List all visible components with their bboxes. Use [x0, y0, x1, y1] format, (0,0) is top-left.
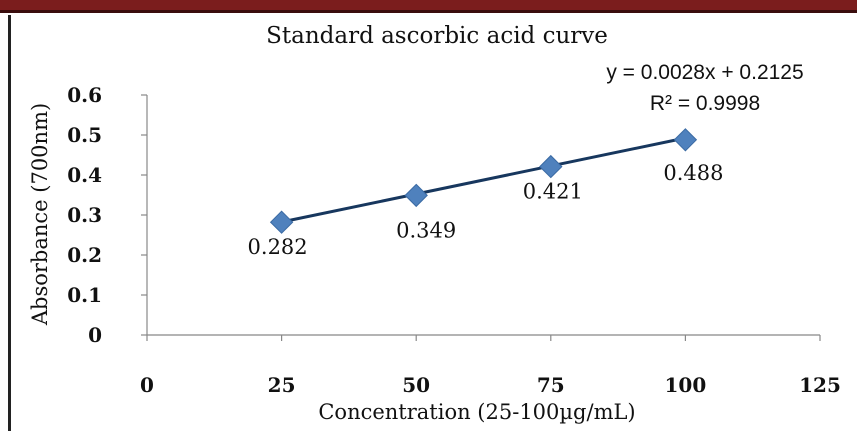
trendline — [281, 136, 686, 224]
data-point-marker — [673, 128, 698, 152]
data-label: 0.421 — [523, 180, 583, 204]
y-tick-label: 0.5 — [67, 123, 102, 147]
x-tick-label: 25 — [268, 373, 296, 397]
chart-title: Standard ascorbic acid curve — [266, 23, 608, 49]
y-tick-label: 0.6 — [67, 83, 102, 107]
top-border-shadow — [0, 10, 857, 13]
x-tick-label: 100 — [665, 373, 707, 397]
data-point-marker — [404, 183, 428, 208]
data-label: 0.488 — [663, 161, 723, 185]
left-border-rule — [8, 15, 11, 431]
data-label: 0.349 — [396, 218, 456, 242]
data-point-marker — [539, 154, 563, 179]
x-tick-label: 75 — [537, 373, 565, 397]
y-tick-label: 0.4 — [67, 163, 102, 187]
y-tick-label: 0 — [88, 323, 102, 347]
trendline-equation: y = 0.0028x + 0.2125 — [606, 61, 803, 84]
x-tick-label: 0 — [140, 373, 154, 397]
y-tick-label: 0.1 — [67, 283, 102, 307]
x-axis-label: Concentration (25-100µg/mL) — [318, 400, 635, 424]
y-tick-label: 0.3 — [67, 203, 102, 227]
y-axis-label: Absorbance (700nm) — [28, 103, 52, 326]
data-point-marker — [269, 210, 294, 234]
top-border-bar — [0, 0, 857, 10]
x-tick-label: 125 — [799, 373, 841, 397]
data-label: 0.282 — [248, 235, 308, 259]
y-tick-label: 0.2 — [67, 243, 102, 267]
plot-area: 0 25 50 75 100 125 0 0.1 0.2 0.3 0.4 0.5 0.6 0.282 0.3… — [67, 83, 841, 397]
x-tick-label: 50 — [402, 373, 430, 397]
trendline-r-squared: R² = 0.9998 — [650, 92, 760, 115]
